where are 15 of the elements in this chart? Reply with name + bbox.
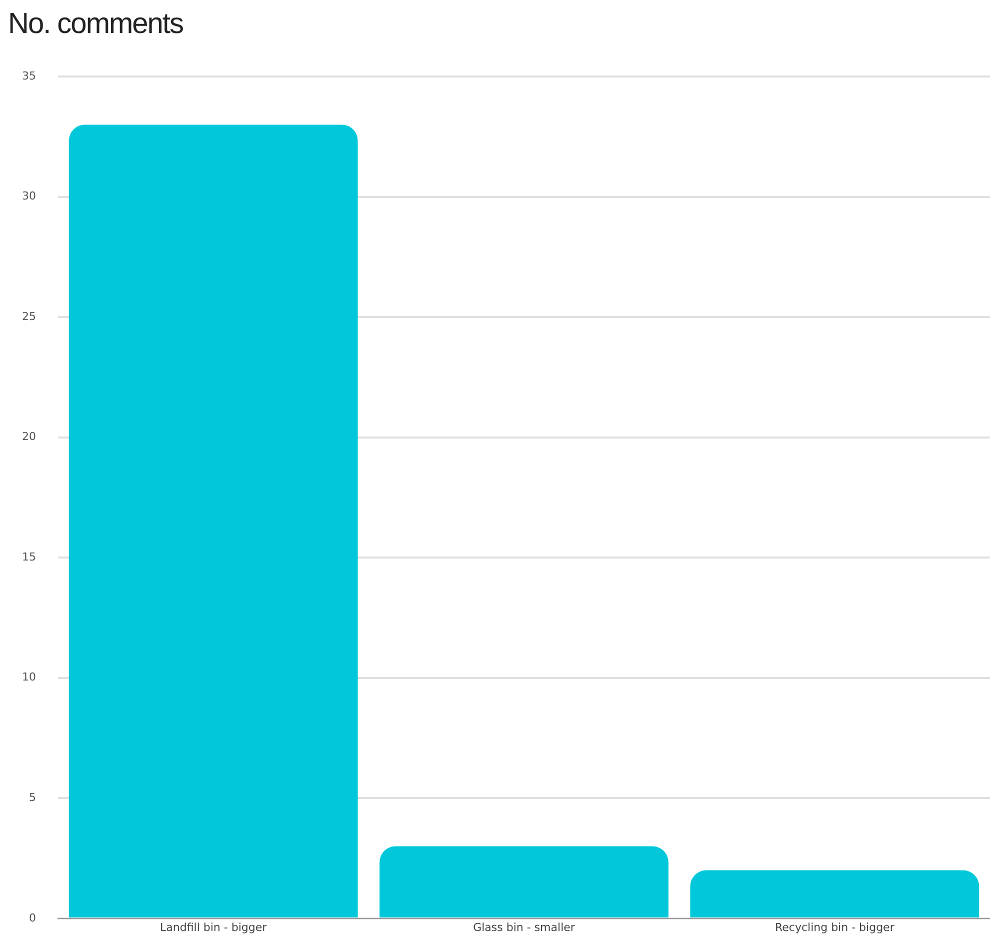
y-tick-label: 15 [22, 550, 36, 564]
x-tick-label: Landfill bin - bigger [160, 920, 268, 934]
y-tick-label: 10 [22, 670, 36, 684]
y-tick-label: 0 [28, 911, 36, 924]
bar [380, 846, 668, 918]
y-tick-label: 5 [28, 791, 36, 804]
x-tick-label: Recycling bin - bigger [774, 920, 895, 934]
y-tick-label: 20 [22, 430, 36, 444]
bar [68, 124, 358, 918]
chart-title: No. comments [8, 8, 183, 41]
y-tick-label: 35 [22, 69, 36, 82]
y-tick-label: 30 [22, 190, 36, 203]
bar [690, 870, 980, 918]
y-tick-label: 25 [22, 310, 36, 323]
x-tick-label: Glass bin - smaller [473, 920, 576, 934]
